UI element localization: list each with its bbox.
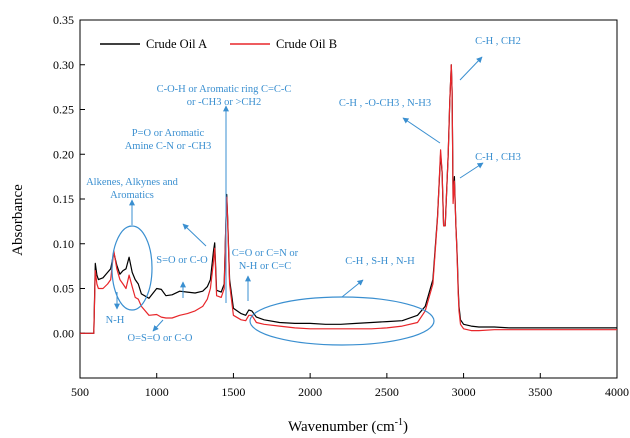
annotation-co-cn-line: N-H or C=C (239, 261, 292, 272)
annotation-ch-och3-nh3: C-H , -O-CH3 , N-H3 (339, 98, 431, 109)
arrow-ch3 (459, 162, 484, 179)
annotation-nh: N-H (106, 315, 125, 326)
x-tick-label: 1500 (221, 385, 245, 399)
x-tick-label: 4000 (605, 385, 629, 399)
arrow-po-amine (182, 223, 207, 247)
annotation-ch-och3-nh3-line: C-H , -O-CH3 , N-H3 (339, 98, 431, 109)
x-axis: 500 1000 1500 2000 2500 3000 3500 4000 (71, 373, 629, 399)
arrow-ch2 (459, 56, 483, 81)
annotation-so-co-line: S=O or C-O (156, 255, 208, 266)
x-tick-label: 2000 (298, 385, 322, 399)
annotation-alkenes: Alkenes, Alkynes and Aromatics (86, 177, 179, 201)
legend: Crude Oil A Crude Oil B (100, 37, 337, 51)
annotation-ch-sh-nh-line: C-H , S-H , N-H (345, 256, 415, 267)
annotation-aromatic-ring: C-O-H or Aromatic ring C=C-C or -CH3 or >… (157, 84, 292, 108)
series-line-crude-oil-b (80, 64, 617, 334)
x-axis-title-sup: -1 (395, 417, 403, 428)
y-tick-label: 0.20 (53, 147, 74, 161)
ch-sh-nh-region-ellipse (249, 296, 435, 346)
annotation-texts: C-H , CH2 C-H , -O-CH3 , N-H3 C-H , CH3 C-O… (86, 36, 521, 344)
annotation-ch2-line: C-H , CH2 (475, 36, 521, 47)
annotation-ch2: C-H , CH2 (475, 36, 521, 47)
annotation-po-amine: P=O or Aromatic Amine C-N or -CH3 (125, 128, 212, 152)
y-tick-label: 0.35 (53, 13, 74, 27)
annotation-alkenes-line: Aromatics (110, 190, 154, 201)
annotation-oso-co-line: O=S=O or C-O (128, 333, 193, 344)
y-tick-label: 0.05 (53, 282, 74, 296)
y-axis: 0.00 0.05 0.10 0.15 0.20 0.25 0.30 0.35 (53, 13, 85, 340)
y-tick-label: 0.00 (53, 326, 74, 340)
x-axis-title-main: Wavenumber (cm (288, 419, 395, 435)
x-axis-title-end: ) (403, 419, 408, 435)
annotation-po-amine-line: Amine C-N or -CH3 (125, 141, 212, 152)
y-tick-label: 0.30 (53, 58, 74, 72)
x-tick-label: 1000 (145, 385, 169, 399)
annotation-ch3: C-H , CH3 (475, 152, 521, 163)
arrow-ch-och3-nh3 (402, 117, 441, 144)
arrow-oso-co (152, 319, 164, 332)
legend-label-crude-oil-a: Crude Oil A (146, 37, 207, 51)
y-tick-label: 0.25 (53, 103, 74, 117)
annotation-oso-co: O=S=O or C-O (128, 333, 193, 344)
y-tick-label: 0.15 (53, 192, 74, 206)
x-tick-label: 3000 (452, 385, 476, 399)
annotation-so-co: S=O or C-O (156, 255, 208, 266)
alkenes-region-ellipse (111, 225, 153, 311)
arrow-ch-sh-nh (341, 279, 364, 298)
annotation-co-cn: C=O or C=N or N-H or C=C (232, 248, 299, 272)
annotation-ch-sh-nh: C-H , S-H , N-H (345, 256, 415, 267)
annotation-aromatic-ring-line: C-O-H or Aromatic ring C=C-C (157, 84, 292, 95)
x-axis-title: Wavenumber (cm-1) (288, 417, 408, 435)
y-tick-label: 0.10 (53, 237, 74, 251)
annotation-alkenes-line: Alkenes, Alkynes and (86, 177, 179, 188)
x-tick-label: 3500 (528, 385, 552, 399)
annotation-shapes (111, 56, 484, 346)
annotation-ch3-line: C-H , CH3 (475, 152, 521, 163)
y-axis-title: Absorbance (10, 184, 26, 256)
annotation-co-cn-line: C=O or C=N or (232, 248, 299, 259)
x-tick-label: 2500 (375, 385, 399, 399)
legend-label-crude-oil-b: Crude Oil B (276, 37, 337, 51)
x-tick-label: 500 (71, 385, 89, 399)
annotation-nh-line: N-H (106, 315, 125, 326)
annotation-aromatic-ring-line: or -CH3 or >CH2 (187, 97, 261, 108)
annotation-po-amine-line: P=O or Aromatic (132, 128, 205, 139)
